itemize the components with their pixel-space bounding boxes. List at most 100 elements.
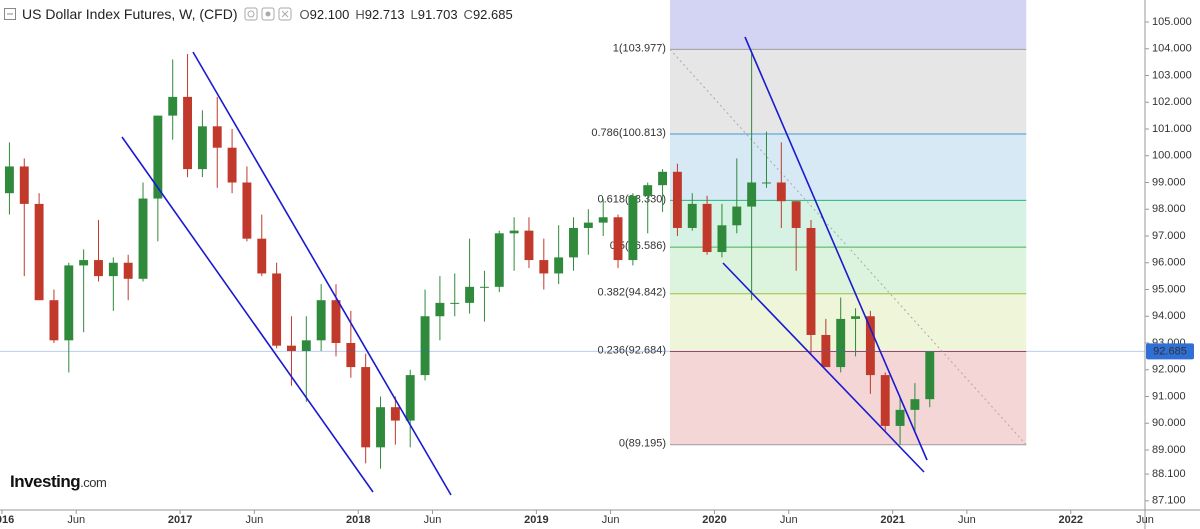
candle-body xyxy=(925,351,935,400)
fib-level-label: 0(89.195) xyxy=(619,438,666,450)
ohlc-values: O92.100 H92.713 L91.703 C92.685 xyxy=(300,6,519,22)
candle-body xyxy=(821,334,831,368)
candle-body xyxy=(747,182,757,207)
fib-band xyxy=(669,0,1027,50)
candle-body xyxy=(49,300,59,341)
candle-body xyxy=(524,230,534,261)
candle-body xyxy=(94,260,103,277)
candle-body xyxy=(79,260,89,266)
candle-body xyxy=(776,182,786,202)
series-icons[interactable] xyxy=(244,7,294,21)
x-tick-label: 2021 xyxy=(880,514,904,526)
candle-body xyxy=(64,265,74,341)
candle-body xyxy=(509,230,519,234)
fib-band xyxy=(669,49,1027,134)
watermark: Investing.com xyxy=(10,472,107,492)
fib-band xyxy=(669,293,1027,352)
candle-body xyxy=(628,195,638,261)
y-tick-label: 92.000 xyxy=(1152,364,1186,376)
ohlc-key: L xyxy=(410,7,418,22)
y-tick-label: 98.000 xyxy=(1152,203,1186,215)
y-tick-label: 100.000 xyxy=(1152,150,1192,162)
y-tick-label: 87.100 xyxy=(1152,495,1186,507)
price-tag-label: 92.685 xyxy=(1153,345,1187,357)
candle-body xyxy=(569,227,578,258)
y-tick-label: 88.100 xyxy=(1152,468,1186,480)
plot-area xyxy=(0,51,1145,469)
candle-body xyxy=(791,201,801,228)
y-tick-label: 105.000 xyxy=(1152,16,1192,28)
ohlc-value: 92.685 xyxy=(472,7,513,22)
fib-level-label: 0.5(96.586) xyxy=(610,240,666,252)
candle-body xyxy=(108,262,118,277)
trendline xyxy=(121,136,374,493)
y-tick-label: 103.000 xyxy=(1152,69,1192,81)
candle-body xyxy=(539,260,549,274)
candle-body xyxy=(583,222,593,228)
trendline xyxy=(722,262,925,473)
x-tick-label: 2020 xyxy=(702,514,726,526)
fib-level-label: 0.382(94.842) xyxy=(597,287,666,299)
fib-band xyxy=(669,351,1027,445)
candle-body xyxy=(123,262,133,279)
x-tick-label: Jun xyxy=(1136,514,1154,526)
candle-body xyxy=(851,316,860,319)
trendline xyxy=(192,51,452,496)
candle-body xyxy=(895,409,905,426)
axes: 105.000 104.000 103.000 102.000 101.000 100.0… xyxy=(0,16,1194,526)
candle-body xyxy=(212,126,222,148)
fib-level-label: 1(103.977) xyxy=(613,42,666,54)
y-tick-label: 104.000 xyxy=(1152,43,1192,55)
candle-body xyxy=(331,300,341,343)
fib-trend-line xyxy=(669,49,1027,446)
fib-band xyxy=(669,200,1027,248)
x-tick-label: 2018 xyxy=(346,514,370,526)
candle-body xyxy=(672,171,682,228)
brand-name: Investing xyxy=(10,472,81,491)
candle-body xyxy=(361,367,371,448)
price-tag xyxy=(1146,343,1194,360)
y-tick-label: 97.000 xyxy=(1152,230,1186,242)
candle-body xyxy=(865,316,875,376)
candle-body xyxy=(376,407,385,448)
candle-body xyxy=(197,126,207,170)
candle-body xyxy=(272,273,282,346)
x-tick-label: Jun xyxy=(424,514,442,526)
ohlc-value: 91.703 xyxy=(417,7,458,22)
x-tick-label: 2022 xyxy=(1059,514,1083,526)
x-tick-label: Jun xyxy=(780,514,798,526)
x-tick-label: Jun xyxy=(245,514,263,526)
candle-body xyxy=(494,233,504,287)
x-tick-label: Jun xyxy=(602,514,620,526)
candle-body xyxy=(346,342,356,368)
fib-band xyxy=(669,133,1027,201)
ohlc-value: 92.713 xyxy=(364,7,405,22)
candle-body xyxy=(168,96,178,116)
y-tick-label: 96.000 xyxy=(1152,257,1186,269)
candle-body xyxy=(4,166,14,194)
y-tick-label: 90.000 xyxy=(1152,417,1186,429)
collapse-icon[interactable] xyxy=(4,8,16,20)
candle-body xyxy=(138,198,148,279)
y-tick-label: 101.000 xyxy=(1152,123,1192,135)
ohlc-key: C xyxy=(463,7,473,22)
candle-body xyxy=(613,217,623,261)
candle-body xyxy=(435,302,445,317)
y-tick-label: 102.000 xyxy=(1152,96,1192,108)
brand-suffix: .com xyxy=(80,475,107,490)
x-tick-label: Jun xyxy=(67,514,85,526)
ohlc-value: 92.100 xyxy=(309,7,350,22)
plot-background: 1(103.977)0.786(100.813)0.618(98.330)0.5… xyxy=(591,0,1027,450)
symbol-title: US Dollar Index Futures, W, (CFD) xyxy=(22,6,238,22)
candle-body xyxy=(301,340,311,352)
y-tick-label: 95.000 xyxy=(1152,283,1186,295)
fib-level-label: 0.236(92.684) xyxy=(597,344,666,356)
candle-body xyxy=(658,171,668,186)
y-tick-label: 94.000 xyxy=(1152,310,1186,322)
x-tick-label: 2016 xyxy=(0,514,14,526)
candle-body xyxy=(479,286,489,288)
candle-body xyxy=(554,257,564,274)
candle-body xyxy=(717,225,727,253)
candle-body xyxy=(643,185,653,196)
